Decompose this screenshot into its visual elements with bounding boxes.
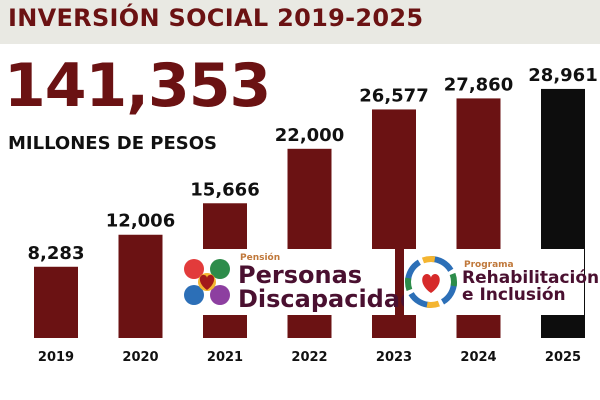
value-label-2024: 27,860 — [444, 74, 513, 95]
heart-hands-icon — [184, 259, 230, 305]
logo-kicker: Pensión — [240, 252, 281, 263]
logo-pension-personas-discapacidad: Pensión Personas Discapacidad — [180, 249, 417, 315]
total-amount: 141,353 — [4, 51, 271, 121]
x-tick-2024: 2024 — [460, 350, 496, 365]
logo-name-line2: e Inclusión — [462, 284, 566, 305]
value-label-2022: 22,000 — [275, 125, 344, 146]
value-label-2019: 8,283 — [28, 243, 85, 264]
logo-programa-rehabilitacion: Programa Rehabilitación e Inclusión — [404, 249, 599, 315]
x-tick-2025: 2025 — [545, 350, 581, 365]
bar-2019 — [34, 266, 78, 338]
logo-name-line2: Discapacidad — [238, 284, 418, 313]
bar-2020 — [118, 234, 163, 338]
value-label-2020: 12,006 — [106, 211, 175, 232]
logo-name-line1: Rehabilitación — [462, 267, 600, 288]
x-tick-2022: 2022 — [291, 350, 327, 365]
x-tick-2020: 2020 — [122, 350, 158, 365]
title-band — [0, 0, 600, 44]
total-unit-label: MILLONES DE PESOS — [8, 133, 218, 154]
x-tick-2019: 2019 — [38, 350, 74, 365]
logo-kicker: Programa — [464, 259, 514, 270]
value-label-2023: 26,577 — [359, 85, 428, 106]
logo-name-line1: Personas — [238, 260, 363, 289]
x-tick-2023: 2023 — [376, 350, 412, 365]
value-label-2025: 28,961 — [528, 65, 597, 86]
chart-title: INVERSIÓN SOCIAL 2019-2025 — [8, 4, 424, 32]
heart-people-circle-icon — [405, 256, 457, 308]
value-label-2021: 15,666 — [190, 179, 259, 200]
x-tick-2021: 2021 — [207, 350, 243, 365]
